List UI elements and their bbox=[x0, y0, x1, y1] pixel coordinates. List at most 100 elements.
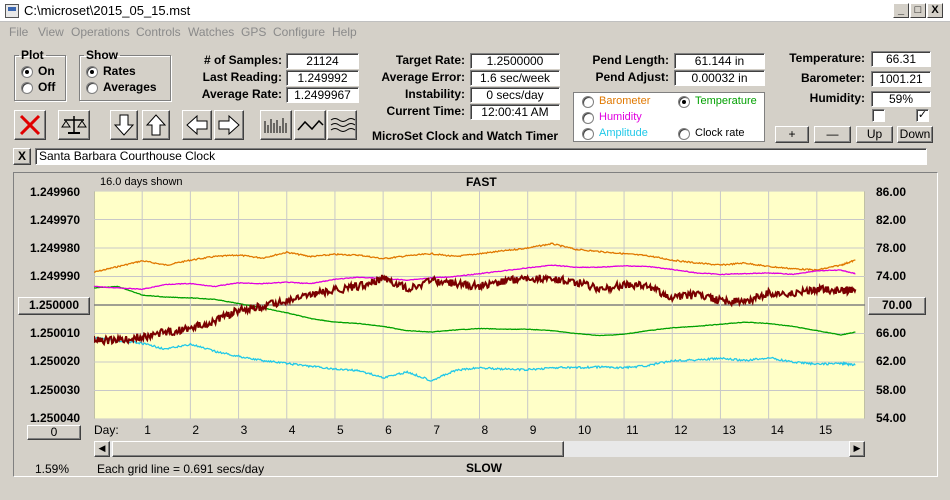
stop-button[interactable] bbox=[14, 110, 46, 140]
pend-adjust-field: 0.00032 in bbox=[674, 70, 765, 86]
balance-scale-icon bbox=[61, 116, 87, 134]
clear-name-button[interactable]: X bbox=[13, 148, 31, 165]
sensor-select-panel bbox=[573, 92, 765, 142]
right-tick-label: 58.00 bbox=[876, 383, 907, 397]
menu-operations[interactable]: Operations bbox=[71, 25, 130, 39]
samples-field: 21124 bbox=[286, 53, 359, 69]
plot-on-radio[interactable] bbox=[21, 66, 33, 78]
right-tick-label: 74.00 bbox=[876, 269, 907, 283]
left-tick-label: 1.250040 bbox=[30, 411, 81, 425]
fast-label: FAST bbox=[466, 175, 497, 189]
menu-view[interactable]: View bbox=[38, 25, 64, 39]
menu-controls[interactable]: Controls bbox=[136, 25, 181, 39]
arrow-down-icon bbox=[113, 114, 135, 136]
menu-configure[interactable]: Configure bbox=[273, 25, 326, 39]
show-rates-label[interactable]: Rates bbox=[103, 64, 136, 78]
wave-lines-icon bbox=[330, 118, 356, 132]
humidity-field: 59% bbox=[871, 91, 931, 107]
right-arrow-button[interactable] bbox=[214, 110, 244, 140]
right-axis-center-box[interactable]: 70.00 bbox=[868, 297, 926, 315]
clock-name-field[interactable]: Santa Barbara Courthouse Clock bbox=[35, 148, 927, 165]
day-tick-label: 10 bbox=[577, 423, 592, 437]
instability-label: Instability: bbox=[404, 87, 465, 101]
left-tick-label: 1.250020 bbox=[30, 354, 81, 368]
right-tick-label: 62.00 bbox=[876, 354, 907, 368]
sensor-checkbox-1[interactable] bbox=[872, 109, 885, 122]
line-view-button[interactable] bbox=[294, 110, 326, 140]
plot-off-radio[interactable] bbox=[21, 82, 33, 94]
scroll-right-button[interactable]: ▶ bbox=[849, 441, 865, 457]
scroll-left-button[interactable]: ◀ bbox=[94, 441, 110, 457]
menu-help[interactable]: Help bbox=[332, 25, 357, 39]
temperature-series-line bbox=[94, 285, 856, 337]
minimize-button[interactable]: _ bbox=[893, 3, 909, 18]
grid-note: Each grid line = 0.691 secs/day bbox=[97, 462, 265, 476]
balance-button[interactable] bbox=[58, 110, 90, 140]
plot-on-label[interactable]: On bbox=[38, 64, 55, 78]
bars-view-button[interactable] bbox=[260, 110, 292, 140]
plus-button[interactable]: + bbox=[775, 126, 809, 143]
maximize-button[interactable]: □ bbox=[910, 3, 926, 18]
pend-adjust-label: Pend Adjust: bbox=[595, 70, 669, 84]
average-rate-label: Average Rate: bbox=[201, 87, 282, 101]
left-tick-label: 1.249980 bbox=[30, 241, 81, 255]
day-tick-label: 13 bbox=[722, 423, 736, 437]
app-icon bbox=[5, 4, 19, 18]
menu-file[interactable]: File bbox=[9, 25, 29, 39]
close-button[interactable]: X bbox=[927, 3, 943, 18]
day-axis-label: Day: bbox=[94, 423, 119, 437]
amplitude-option-label[interactable]: Amplitude bbox=[599, 127, 648, 139]
red-x-icon bbox=[19, 114, 41, 136]
show-averages-radio[interactable] bbox=[86, 82, 98, 94]
left-tick-label: 1.249970 bbox=[30, 213, 81, 227]
left-arrow-button[interactable] bbox=[182, 110, 212, 140]
wave-view-button[interactable] bbox=[327, 110, 357, 140]
rate-chart bbox=[94, 191, 865, 419]
minus-button[interactable]: — bbox=[814, 126, 851, 143]
left-axis-center-box[interactable]: 1.250000 bbox=[18, 297, 90, 315]
scroll-thumb[interactable] bbox=[112, 441, 564, 457]
temperature-label: Temperature: bbox=[789, 51, 865, 65]
barometer-field: 1001.21 bbox=[871, 71, 931, 87]
time-scrollbar[interactable]: ◀ ▶ bbox=[94, 441, 865, 457]
plot-off-label[interactable]: Off bbox=[38, 80, 56, 94]
day-tick-label: 3 bbox=[240, 423, 248, 437]
menu-gps[interactable]: GPS bbox=[241, 25, 267, 39]
humidity-option-label[interactable]: Humidity bbox=[599, 111, 642, 123]
clock-rate-series-line bbox=[94, 273, 857, 347]
left-bottom-box[interactable]: 0 bbox=[27, 425, 81, 440]
slow-label: SLOW bbox=[466, 461, 502, 475]
up-arrow-button[interactable] bbox=[142, 110, 170, 140]
humidity-series-line bbox=[94, 264, 856, 291]
pend-length-field[interactable]: 61.144 in bbox=[674, 53, 765, 69]
humidity-radio[interactable] bbox=[582, 112, 594, 124]
arrow-left-icon bbox=[186, 114, 208, 136]
day-tick-label: 11 bbox=[626, 423, 639, 437]
show-rates-radio[interactable] bbox=[86, 66, 98, 78]
down-button[interactable]: Down bbox=[897, 126, 933, 143]
clock-rate-option-label[interactable]: Clock rate bbox=[695, 127, 745, 139]
up-button[interactable]: Up bbox=[856, 126, 893, 143]
sensor-checkbox-2[interactable]: ✓ bbox=[916, 109, 929, 122]
target-rate-field[interactable]: 1.2500000 bbox=[470, 53, 560, 69]
current-time-field: 12:00:41 AM bbox=[470, 104, 560, 120]
average-error-label: Average Error: bbox=[381, 70, 465, 84]
menu-watches[interactable]: Watches bbox=[188, 25, 235, 39]
amplitude-radio[interactable] bbox=[582, 128, 594, 140]
barometer-label: Barometer: bbox=[800, 71, 865, 85]
temperature-option-label[interactable]: Temperature bbox=[695, 95, 757, 107]
clock-rate-radio[interactable] bbox=[678, 128, 690, 140]
left-tick-label: 1.249990 bbox=[30, 269, 81, 283]
right-tick-label: 66.00 bbox=[876, 326, 907, 340]
barometer-radio[interactable] bbox=[582, 96, 594, 108]
down-arrow-button[interactable] bbox=[110, 110, 138, 140]
barometer-option-label[interactable]: Barometer bbox=[599, 95, 651, 107]
last-reading-field: 1.249992 bbox=[286, 70, 359, 86]
arrow-right-icon bbox=[218, 114, 240, 136]
day-tick-label: 6 bbox=[385, 423, 392, 437]
day-tick-label: 9 bbox=[529, 423, 537, 437]
right-tick-label: 82.00 bbox=[876, 213, 907, 227]
show-averages-label[interactable]: Averages bbox=[103, 80, 157, 94]
temperature-radio[interactable] bbox=[678, 96, 690, 108]
right-tick-label: 86.00 bbox=[876, 185, 907, 199]
